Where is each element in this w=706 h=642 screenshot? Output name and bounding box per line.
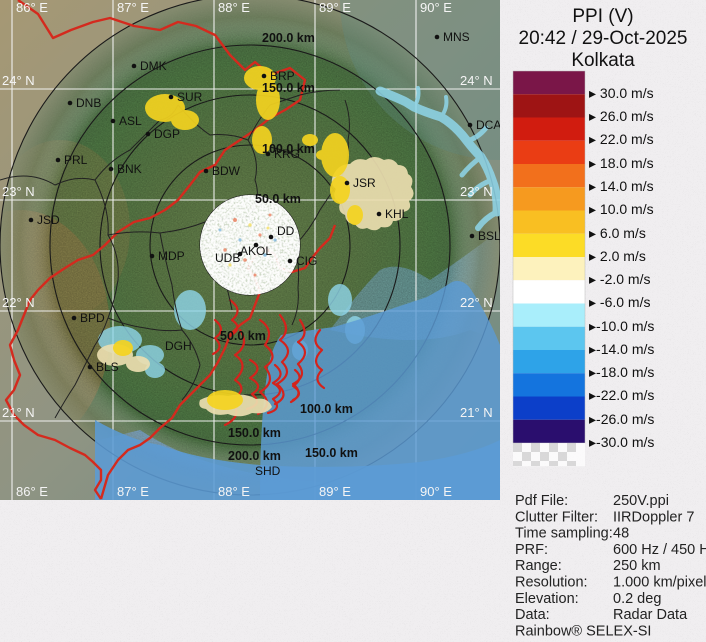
- svg-text:▸-10.0 m/s: ▸-10.0 m/s: [589, 318, 654, 334]
- svg-text:▸-22.0 m/s: ▸-22.0 m/s: [589, 387, 654, 403]
- svg-text:▸ 18.0 m/s: ▸ 18.0 m/s: [589, 155, 654, 171]
- svg-text:▸ 6.0 m/s: ▸ 6.0 m/s: [589, 225, 646, 241]
- svg-text:90° E: 90° E: [420, 0, 452, 15]
- svg-text:BDW: BDW: [212, 164, 241, 178]
- svg-text:88° E: 88° E: [218, 484, 250, 499]
- svg-text:22° N: 22° N: [2, 295, 35, 310]
- svg-text:87° E: 87° E: [117, 0, 149, 15]
- svg-text:PRF:: PRF:: [515, 542, 548, 558]
- svg-text:23° N: 23° N: [2, 184, 35, 199]
- svg-text:250 km: 250 km: [613, 558, 661, 574]
- svg-text:150.0 km: 150.0 km: [262, 81, 315, 95]
- svg-text:▸ 22.0 m/s: ▸ 22.0 m/s: [589, 131, 654, 147]
- svg-text:22° N: 22° N: [460, 295, 493, 310]
- svg-text:Time sampling:: Time sampling:: [515, 526, 613, 542]
- svg-text:PRL: PRL: [64, 153, 88, 167]
- svg-text:200.0 km: 200.0 km: [228, 449, 281, 463]
- svg-text:0.2 deg: 0.2 deg: [613, 591, 661, 607]
- svg-text:MDP: MDP: [158, 249, 185, 263]
- svg-text:1.000 km/pixel: 1.000 km/pixel: [613, 575, 706, 591]
- svg-text:▸ 14.0 m/s: ▸ 14.0 m/s: [589, 178, 654, 194]
- svg-text:86° E: 86° E: [16, 484, 48, 499]
- svg-text:DNB: DNB: [76, 96, 101, 110]
- svg-text:100.0 km: 100.0 km: [300, 402, 353, 416]
- svg-text:▸ 26.0 m/s: ▸ 26.0 m/s: [589, 108, 654, 124]
- svg-text:BPD: BPD: [80, 311, 105, 325]
- svg-text:SHD: SHD: [255, 464, 281, 478]
- svg-text:86° E: 86° E: [16, 0, 48, 15]
- svg-text:600 Hz / 450 Hz: 600 Hz / 450 Hz: [613, 542, 706, 558]
- svg-text:▸ 10.0 m/s: ▸ 10.0 m/s: [589, 201, 654, 217]
- svg-text:20:42 / 29-Oct-2025: 20:42 / 29-Oct-2025: [519, 28, 688, 49]
- svg-text:Rainbow® SELEX-SI: Rainbow® SELEX-SI: [515, 623, 651, 639]
- svg-text:ASL: ASL: [119, 114, 142, 128]
- svg-text:BNK: BNK: [117, 162, 142, 176]
- svg-text:24° N: 24° N: [460, 73, 493, 88]
- svg-text:KRG: KRG: [274, 147, 300, 161]
- svg-text:DGH: DGH: [165, 339, 192, 353]
- svg-text:Elevation:: Elevation:: [515, 591, 579, 607]
- svg-text:SUR: SUR: [177, 90, 203, 104]
- svg-text:PPI (V): PPI (V): [572, 6, 633, 27]
- svg-text:Pdf File:: Pdf File:: [515, 493, 568, 509]
- svg-text:89° E: 89° E: [319, 0, 351, 15]
- svg-text:▸-26.0 m/s: ▸-26.0 m/s: [589, 411, 654, 427]
- svg-text:90° E: 90° E: [420, 484, 452, 499]
- svg-text:200.0 km: 200.0 km: [262, 31, 315, 45]
- svg-text:88° E: 88° E: [218, 0, 250, 15]
- svg-text:AKOL: AKOL: [240, 244, 272, 258]
- svg-text:UDB: UDB: [215, 251, 240, 265]
- svg-text:Data:: Data:: [515, 607, 550, 623]
- svg-text:150.0 km: 150.0 km: [228, 426, 281, 440]
- svg-text:MNS: MNS: [443, 30, 470, 44]
- svg-text:JSD: JSD: [37, 213, 60, 227]
- svg-text:▸ -6.0 m/s: ▸ -6.0 m/s: [589, 294, 650, 310]
- svg-text:48: 48: [613, 526, 629, 542]
- svg-text:▸-14.0 m/s: ▸-14.0 m/s: [589, 341, 654, 357]
- svg-text:BLS: BLS: [96, 360, 119, 374]
- svg-text:24° N: 24° N: [2, 73, 35, 88]
- svg-text:▸ 30.0 m/s: ▸ 30.0 m/s: [589, 85, 654, 101]
- svg-text:Resolution:: Resolution:: [515, 575, 588, 591]
- svg-text:250V.ppi: 250V.ppi: [613, 493, 669, 509]
- svg-text:89° E: 89° E: [319, 484, 351, 499]
- svg-text:Range:: Range:: [515, 558, 562, 574]
- svg-text:IIRDoppler 7: IIRDoppler 7: [613, 509, 694, 525]
- svg-text:Kolkata: Kolkata: [571, 50, 635, 71]
- svg-text:Radar Data: Radar Data: [613, 607, 688, 623]
- svg-text:21° N: 21° N: [2, 405, 35, 420]
- svg-text:JSR: JSR: [353, 176, 376, 190]
- svg-text:DGP: DGP: [154, 127, 180, 141]
- svg-text:23° N: 23° N: [460, 184, 493, 199]
- svg-text:50.0 km: 50.0 km: [255, 192, 301, 206]
- svg-text:▸ -2.0 m/s: ▸ -2.0 m/s: [589, 271, 650, 287]
- svg-text:DD: DD: [277, 224, 295, 238]
- svg-text:21° N: 21° N: [460, 405, 493, 420]
- svg-text:▸-18.0 m/s: ▸-18.0 m/s: [589, 364, 654, 380]
- svg-text:▸ 2.0 m/s: ▸ 2.0 m/s: [589, 248, 646, 264]
- svg-text:DMK: DMK: [140, 59, 167, 73]
- svg-text:CIG: CIG: [296, 254, 317, 268]
- svg-text:Clutter Filter:: Clutter Filter:: [515, 509, 598, 525]
- svg-text:KHL: KHL: [385, 207, 409, 221]
- svg-text:87° E: 87° E: [117, 484, 149, 499]
- svg-text:BSL: BSL: [478, 229, 501, 243]
- svg-text:BRP: BRP: [270, 69, 295, 83]
- svg-text:150.0 km: 150.0 km: [305, 446, 358, 460]
- svg-text:50.0 km: 50.0 km: [220, 329, 266, 343]
- svg-text:DCA: DCA: [476, 118, 501, 132]
- svg-text:▸-30.0 m/s: ▸-30.0 m/s: [589, 434, 654, 450]
